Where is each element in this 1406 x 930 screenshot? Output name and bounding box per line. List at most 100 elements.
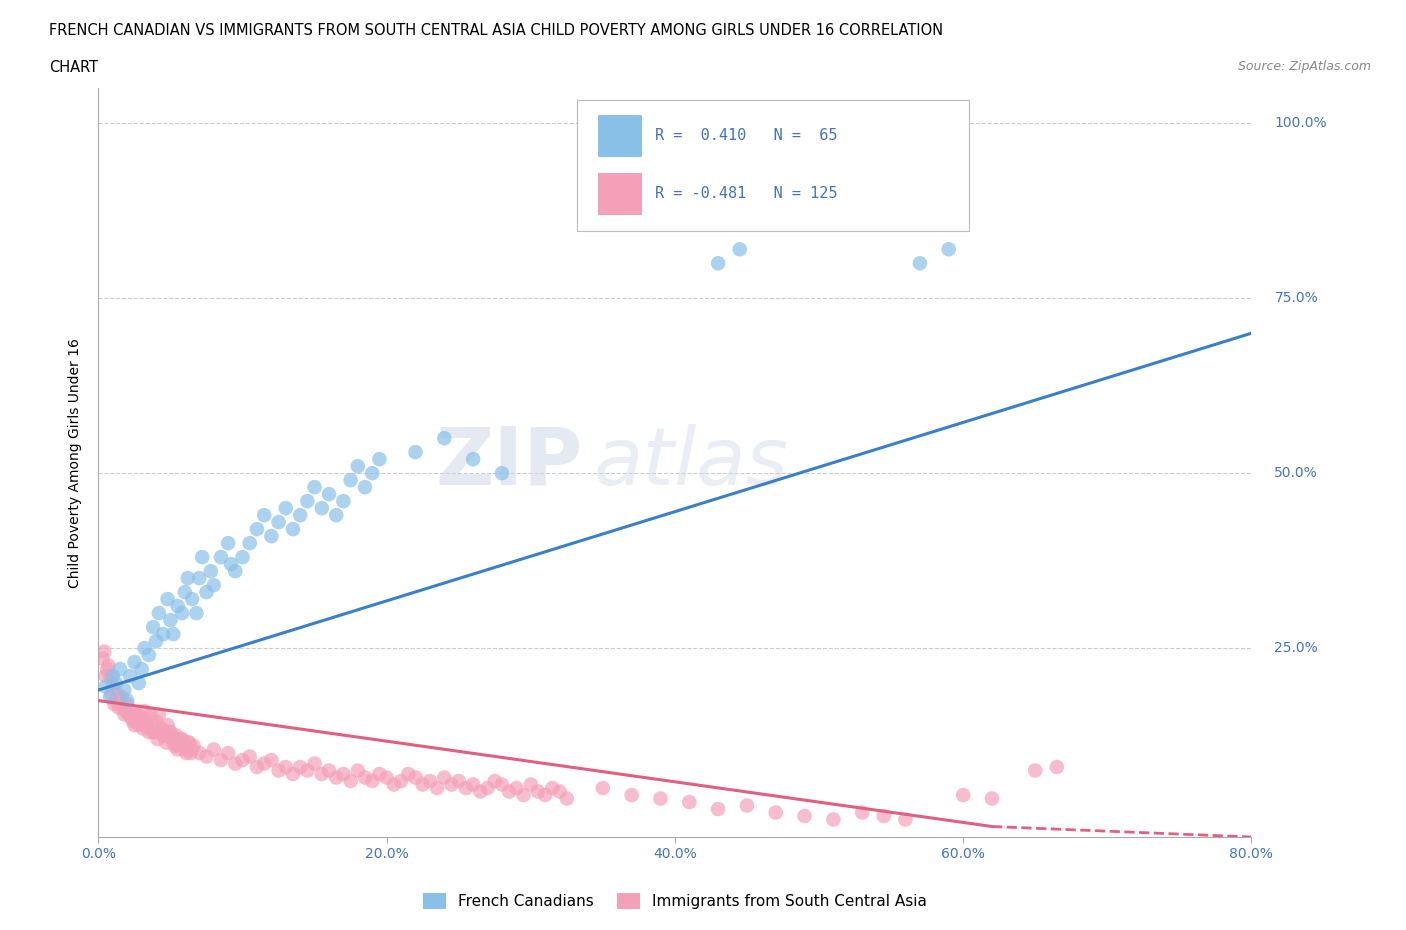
Point [520,777,543,792]
Text: CHART: CHART [49,60,98,75]
Point [108,693,131,708]
Point [122,714,145,729]
Point [117,697,138,711]
Point [104,693,127,708]
Point [174,585,197,600]
Point [952,788,974,803]
Point [160,732,183,747]
Point [440,777,463,792]
Point [107,700,129,715]
Point [209,550,232,565]
Point [304,756,326,771]
Point [231,752,254,767]
Point [470,784,492,799]
Point [134,641,156,656]
Text: ZIP: ZIP [436,424,582,501]
Text: 50.0%: 50.0% [1274,466,1319,480]
Point [179,735,201,750]
Point [433,431,456,445]
Point [181,742,204,757]
FancyBboxPatch shape [598,115,641,156]
Point [129,714,152,729]
Point [200,564,222,578]
Point [159,724,181,739]
Text: R =  0.410   N =  65: R = 0.410 N = 65 [655,128,838,143]
Point [128,718,150,733]
Point [118,707,141,722]
Point [541,780,564,795]
Point [765,805,787,820]
Point [454,780,477,795]
Point [170,605,193,620]
Point [159,613,181,628]
Point [239,749,262,764]
Point [592,130,614,145]
Point [142,619,165,634]
Point [117,693,138,708]
Point [346,458,368,473]
Point [131,711,153,725]
Text: 75.0%: 75.0% [1274,291,1319,305]
Point [339,774,361,789]
Point [246,522,269,537]
Point [93,644,115,659]
Point [202,742,225,757]
Point [104,675,127,690]
Point [382,777,405,792]
Text: 100.0%: 100.0% [1274,116,1327,130]
Point [477,780,499,795]
Y-axis label: Child Poverty Among Girls Under 16: Child Poverty Among Girls Under 16 [69,338,83,588]
Point [873,808,896,823]
Point [145,714,167,729]
Point [188,571,211,586]
Point [101,679,124,694]
Point [354,770,377,785]
Point [426,780,449,795]
Point [339,472,361,487]
Point [143,724,166,739]
Point [176,746,198,761]
Text: R = -0.481   N = 125: R = -0.481 N = 125 [655,186,838,201]
Point [162,627,184,642]
Point [728,242,751,257]
Point [191,550,214,565]
Text: atlas: atlas [595,424,789,501]
Point [281,766,304,781]
Point [219,557,242,572]
Point [124,718,146,733]
Point [145,633,167,648]
Point [167,738,190,753]
Point [290,508,312,523]
Point [318,764,340,778]
Point [112,707,135,722]
Point [96,661,118,676]
Point [332,766,354,781]
Point [105,686,128,701]
Point [138,724,160,739]
Point [132,721,155,736]
Point [142,724,165,739]
Point [354,480,377,495]
Point [405,770,427,785]
Point [412,777,434,792]
Point [148,605,170,620]
Point [938,242,960,257]
Point [433,770,456,785]
Point [267,764,290,778]
Point [152,728,174,743]
Point [91,651,114,666]
Point [325,508,347,523]
Point [134,704,156,719]
Point [274,760,297,775]
Point [103,697,125,711]
Point [555,791,578,806]
Point [498,784,520,799]
Point [127,707,149,722]
Point [290,760,312,775]
Point [108,661,131,676]
Point [231,550,254,565]
Point [138,647,160,662]
Point [793,808,815,823]
Point [894,812,917,827]
Point [217,536,239,551]
